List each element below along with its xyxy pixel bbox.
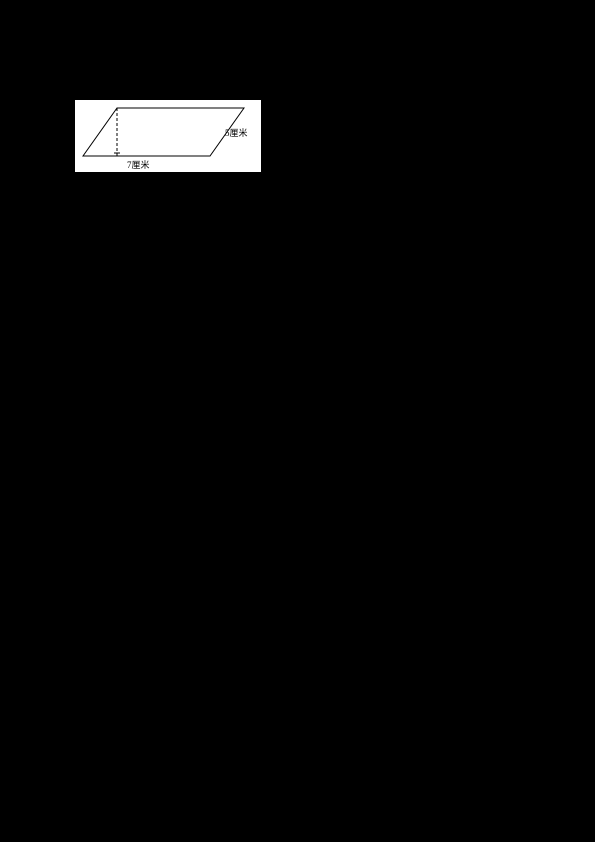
side-length-label: 5厘米 xyxy=(225,126,248,139)
geometry-figure: 5厘米 7厘米 xyxy=(75,100,261,172)
base-length-label: 7厘米 xyxy=(127,158,150,171)
parallelogram-shape xyxy=(83,108,244,156)
